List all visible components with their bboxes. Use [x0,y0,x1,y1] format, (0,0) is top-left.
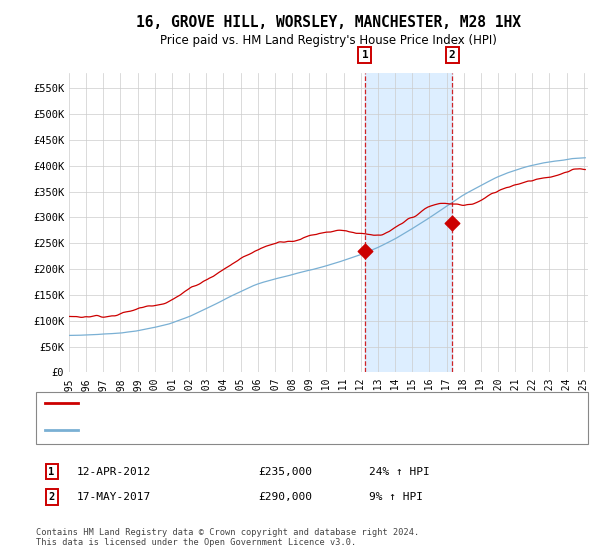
Text: 9% ↑ HPI: 9% ↑ HPI [369,492,423,502]
Text: 16, GROVE HILL, WORSLEY, MANCHESTER, M28 1HX: 16, GROVE HILL, WORSLEY, MANCHESTER, M28… [136,15,521,30]
Text: HPI: Average price, detached house, Salford: HPI: Average price, detached house, Salf… [87,425,345,435]
Bar [365,73,452,372]
Text: 1: 1 [49,466,55,477]
Text: 16, GROVE HILL, WORSLEY, MANCHESTER, M28 1HX (detached house): 16, GROVE HILL, WORSLEY, MANCHESTER, M28… [87,398,453,408]
Text: 1: 1 [362,50,368,60]
Text: 24% ↑ HPI: 24% ↑ HPI [369,466,430,477]
Text: Contains HM Land Registry data © Crown copyright and database right 2024.
This d: Contains HM Land Registry data © Crown c… [36,528,419,547]
Text: 2: 2 [49,492,55,502]
Text: £290,000: £290,000 [258,492,312,502]
Point [360,246,370,255]
Text: 17-MAY-2017: 17-MAY-2017 [77,492,151,502]
Text: 12-APR-2012: 12-APR-2012 [77,466,151,477]
Point [448,218,457,227]
Text: 2: 2 [449,50,455,60]
Text: Price paid vs. HM Land Registry's House Price Index (HPI): Price paid vs. HM Land Registry's House … [160,34,497,47]
Text: £235,000: £235,000 [258,466,312,477]
